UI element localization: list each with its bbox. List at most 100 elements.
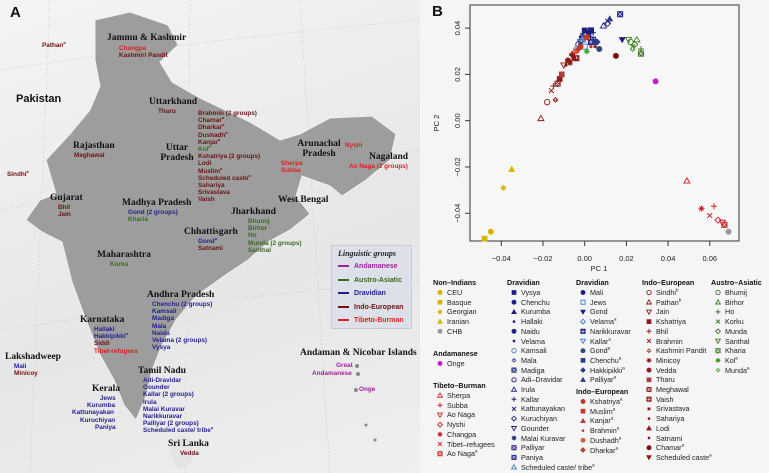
x-tick-label: 0.02: [619, 254, 634, 263]
legend-marker-icon: [579, 338, 587, 345]
population-label: Velama (2 groups): [152, 337, 207, 344]
population-name: Great: [336, 362, 353, 369]
population-label: Chenchu (2 groups): [152, 301, 212, 308]
legend-label: Chenchu: [590, 355, 619, 365]
population-label: Madiga: [152, 315, 174, 322]
point-kuruchiyan: [603, 19, 612, 28]
population-name: Nyshi: [345, 142, 363, 149]
legend-marker-icon: [645, 309, 653, 316]
footnote-mark: a: [248, 172, 251, 178]
legend-marker-icon: [580, 437, 586, 443]
region-name-tamil-nadu: Tamil Nadu: [138, 366, 186, 376]
population-label: Paniya: [95, 424, 116, 431]
x-tick-label: −0.02: [533, 254, 552, 263]
population-name: Sahariya: [198, 182, 225, 189]
legend-item-nyshi: Nyshi: [447, 420, 465, 429]
population-label: Lodi: [198, 160, 212, 167]
population-label: Bhumij: [248, 218, 270, 225]
population-name: Gond: [198, 238, 215, 245]
legend-label: Austro-Asiatic: [354, 276, 402, 284]
legend-marker-icon: [714, 328, 722, 335]
population-name: Kshatriya (2 groups): [198, 153, 261, 161]
population-label: Muslima: [198, 165, 223, 175]
legend-label: Jews: [590, 297, 607, 307]
point-basque: [481, 235, 488, 242]
population-name: Birhor: [248, 225, 268, 233]
footnote-mark: a: [709, 452, 712, 458]
legend-item-minicoy: Minicoy: [656, 356, 680, 365]
legend-item-kallar: Kallar: [521, 395, 539, 404]
legend-item-andamanese: Andamanese: [338, 263, 398, 270]
legend-label: Kol: [725, 355, 736, 365]
legend-item-palliyar: Palliyara: [590, 375, 616, 384]
legend-item-dharkar: Dharkara: [590, 445, 618, 454]
legend-marker-icon: [512, 339, 516, 343]
population-name: Vedda: [180, 450, 199, 457]
legend-marker-icon: [646, 289, 652, 296]
legend-item-basque: Basque: [447, 298, 471, 307]
legend-item-gond: Gonda: [590, 346, 610, 355]
region-name-karnataka: Karnataka: [80, 315, 125, 325]
region-name-nagaland: Nagaland: [369, 152, 409, 162]
legend-marker-icon: [646, 319, 652, 324]
y-tick-label: −0.02: [453, 157, 462, 176]
legend-label: Ao Naga: [447, 410, 475, 420]
population-name: Onge: [359, 386, 376, 393]
legend-marker-icon: [646, 348, 652, 354]
population-name: Chamar: [198, 117, 222, 125]
footnote-mark: a: [222, 122, 225, 128]
population-name: Satnami: [198, 245, 223, 253]
legend-marker-icon: [437, 402, 443, 408]
legend-label: Korku: [725, 317, 744, 327]
point-subba: [710, 203, 717, 210]
population-label: Changpa: [119, 45, 146, 52]
legend-marker-icon: [510, 415, 518, 422]
legend-marker-icon: [646, 367, 652, 373]
legend-marker-icon: [510, 386, 518, 392]
y-tick-label: 0.04: [453, 21, 462, 36]
point-nyshi: [714, 216, 722, 224]
footnote-mark: a: [221, 115, 225, 121]
legend-marker-icon: [511, 348, 517, 354]
population-name: Subba: [281, 167, 301, 175]
point-ceu: [487, 228, 494, 235]
region-name-arunachal-pradesh: Arunachal Pradesh: [297, 139, 341, 159]
legend-item-changpa: Changpa: [447, 430, 476, 439]
population-name: Pathan: [42, 42, 64, 49]
legend-item-kattunayakan: Kattunayakan: [521, 404, 565, 413]
legend-item-ao-naga: Ao Nagaa: [447, 449, 478, 458]
legend-label: Muslim: [590, 406, 613, 416]
point-georgian: [500, 184, 507, 191]
legend-label: Ao Naga: [447, 449, 475, 459]
legend-marker-icon: [647, 407, 651, 411]
legend-label: Palliyar: [521, 443, 545, 453]
population-label: Dushadha: [198, 130, 228, 139]
footnote-mark: a: [220, 165, 223, 171]
legend-swatch: [338, 305, 349, 308]
point-dharkar-a: [575, 45, 582, 53]
legend-marker-icon: [511, 396, 517, 402]
legend-item-birhor: Birhor: [725, 298, 744, 307]
legend-item-velama: Velamaa: [590, 317, 617, 326]
point-ao-naga-a: [721, 221, 728, 228]
population-name: Kuruchiyan: [80, 416, 116, 424]
legend-item-kashmiri-pandit: Kashmiri Pandit: [656, 346, 706, 355]
population-label: Mali: [14, 363, 26, 370]
legend-marker-icon: [645, 298, 653, 305]
legend-swatch: [338, 278, 349, 281]
population-label: Tharu: [158, 108, 176, 115]
data-points: [481, 11, 732, 242]
legend-label: Kallar: [590, 336, 609, 346]
legend-marker-icon: [436, 421, 444, 428]
population-name: Madiga: [152, 315, 175, 323]
point-kharia: [637, 50, 645, 57]
legend-label: Kurumba: [521, 307, 551, 317]
population-name: Gounder: [143, 384, 170, 392]
legend-label: Kashmiri Pandit: [656, 346, 707, 356]
point-sindhi-b: [544, 99, 551, 106]
legend-item-malai-kuravar: Malai Kuravar: [521, 434, 565, 443]
population-label: Dharkara: [198, 122, 225, 132]
legend-swatch: [338, 265, 349, 268]
plot-frame: [469, 4, 740, 242]
legend-label: Brahmin: [590, 426, 617, 436]
